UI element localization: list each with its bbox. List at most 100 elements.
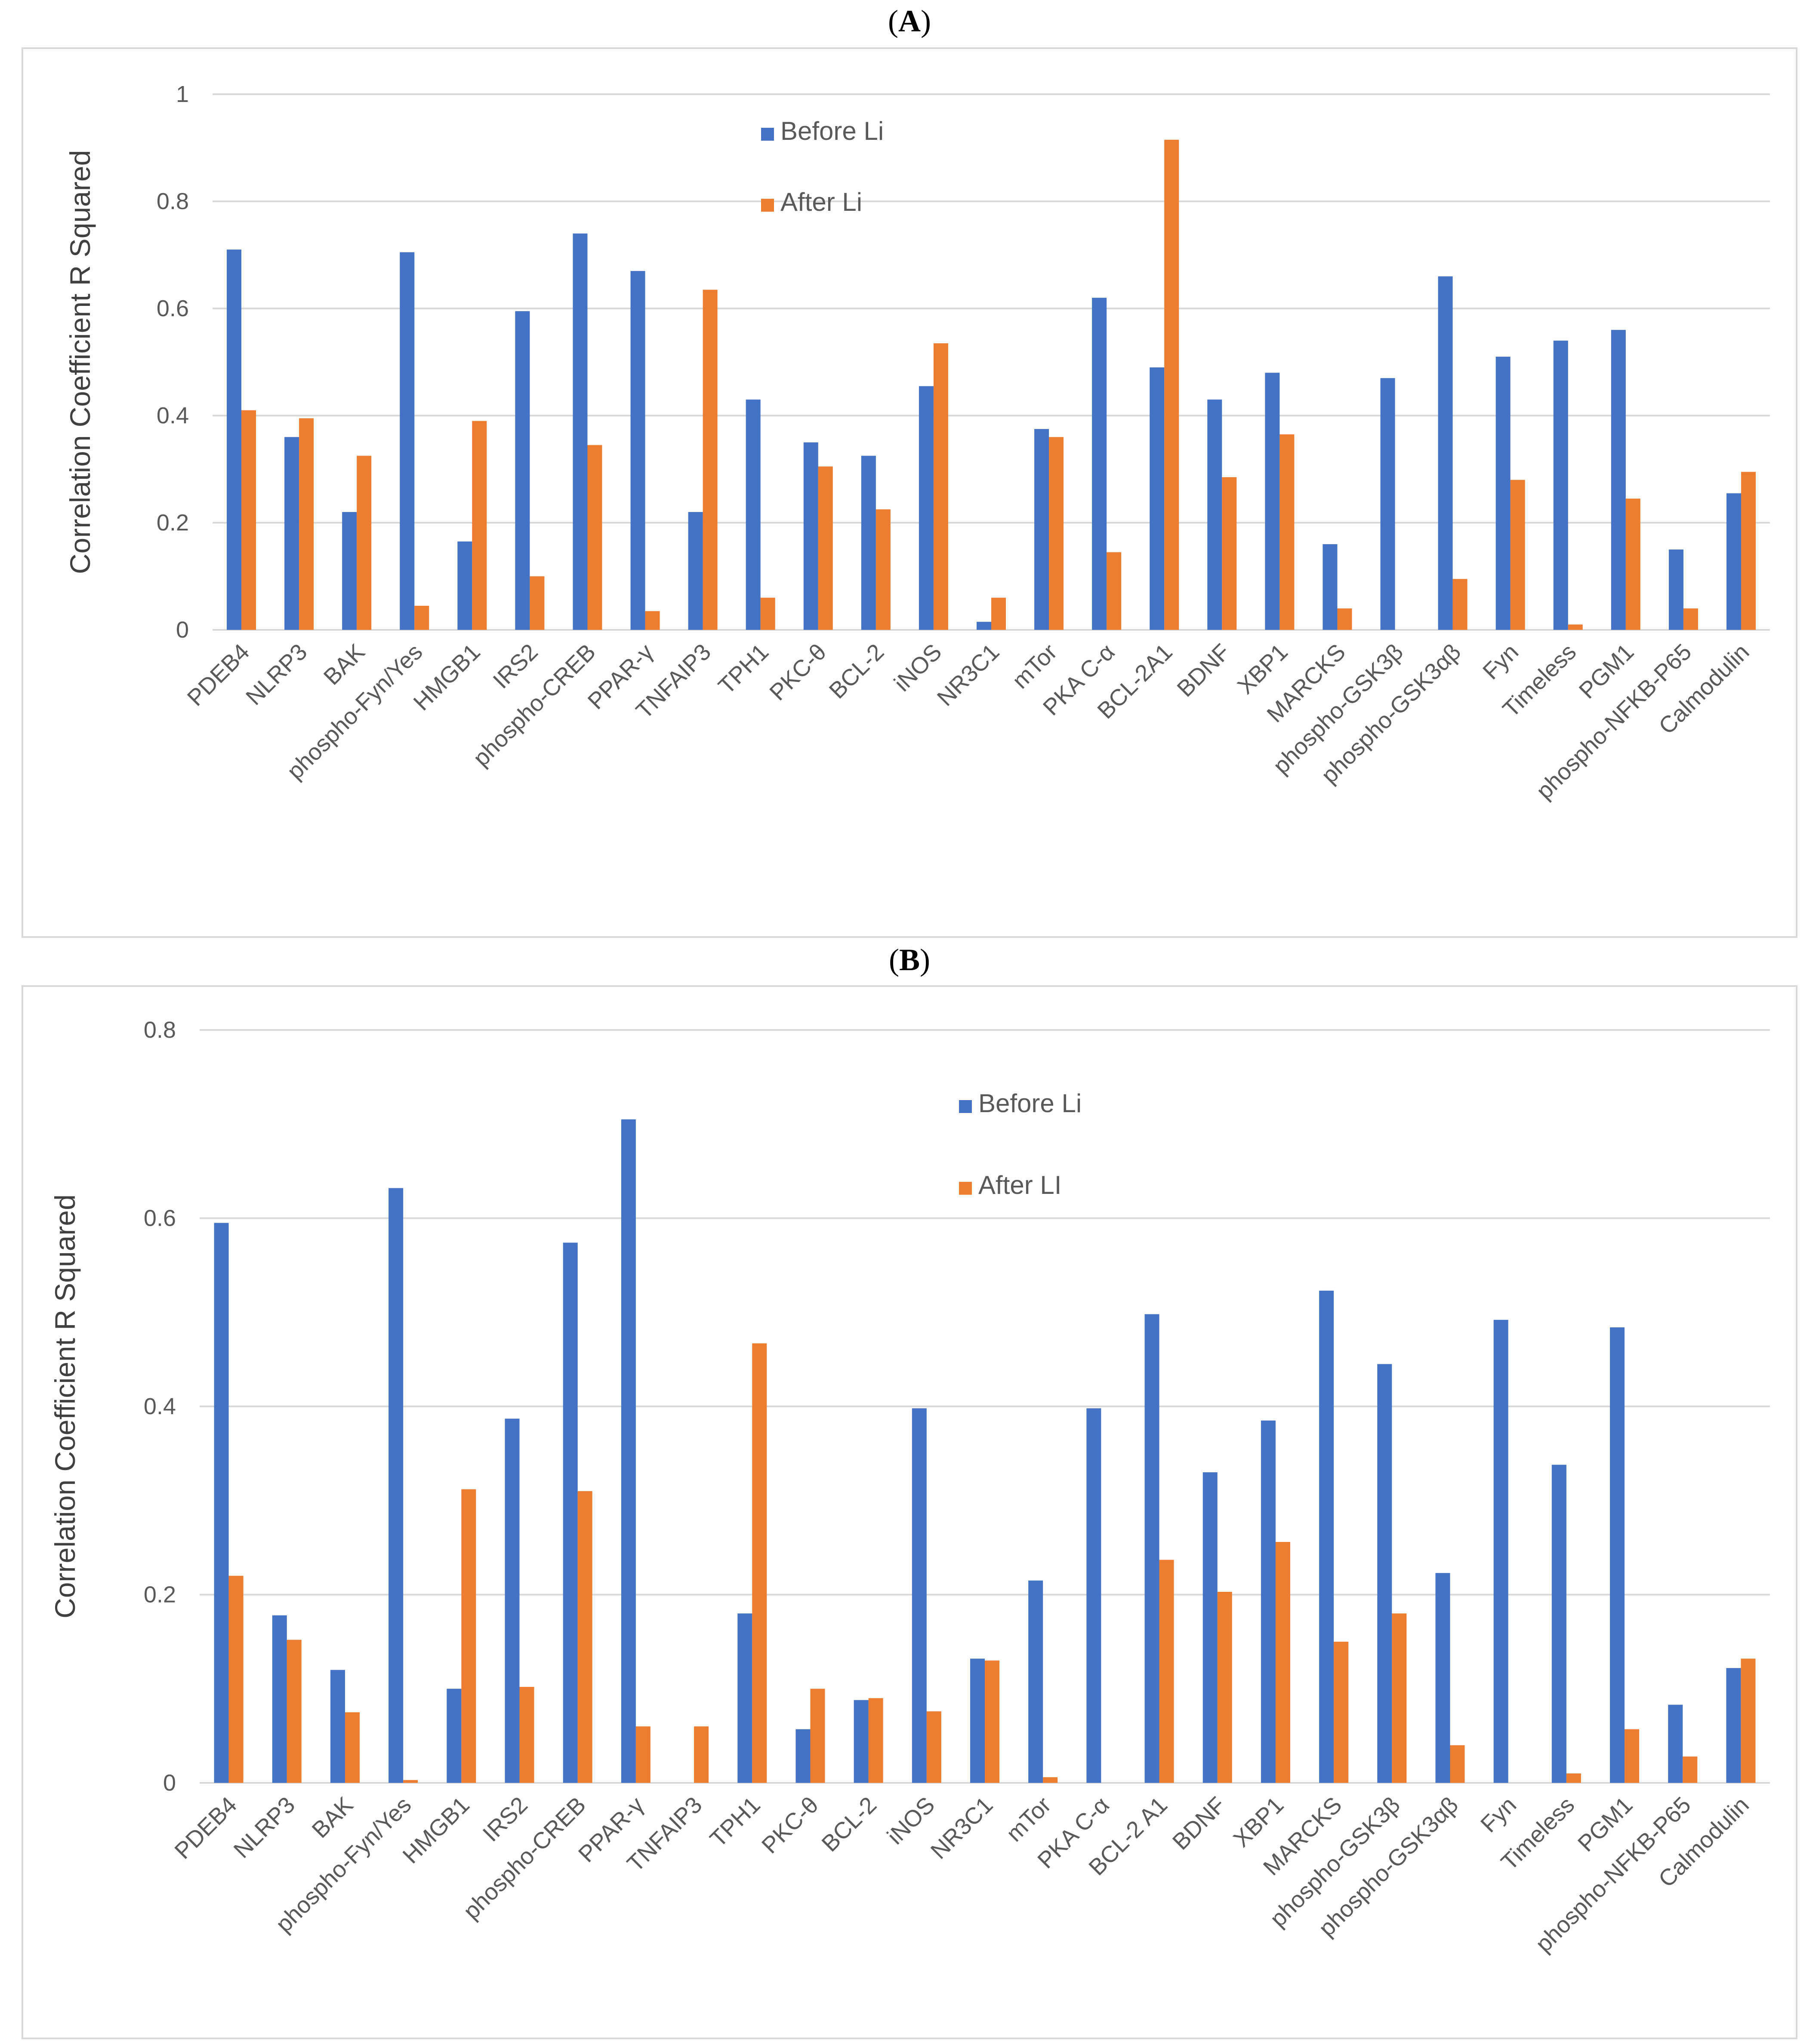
bar-before-li	[1668, 549, 1683, 630]
bar-before-li	[1265, 373, 1280, 630]
y-tick-label: 0	[163, 1770, 176, 1796]
bar-before-li	[1092, 298, 1107, 630]
bar-before-li	[330, 1670, 345, 1783]
bar-after-li	[587, 445, 602, 630]
bar-after-li	[287, 1640, 302, 1783]
x-tick-label: BAK	[319, 639, 370, 690]
x-tick-label: Fyn	[1478, 639, 1523, 684]
bar-after-li	[760, 598, 775, 630]
panel-a-label: A	[898, 4, 921, 38]
bar-before-li	[912, 1408, 927, 1783]
bar-after-li	[461, 1489, 476, 1783]
bar-after-li	[645, 611, 660, 630]
bar-before-li	[388, 1188, 404, 1783]
bar-after-li	[403, 1780, 418, 1783]
panel-b-frame: 0 0.2 0.4 0.6 0.8 Correlation Coefficient R S…	[22, 985, 1797, 2039]
bar-after-li	[1217, 1591, 1232, 1783]
x-tick-label: NR3C1	[926, 1792, 998, 1864]
bar-after-li	[876, 509, 891, 630]
panel-b-label: B	[899, 943, 920, 977]
y-tick-label: 0.2	[157, 510, 189, 536]
bar-before-li	[737, 1613, 752, 1783]
x-tick-label: mTor	[1001, 1792, 1056, 1847]
bar-before-li	[1207, 399, 1222, 630]
bar-before-li	[630, 271, 645, 630]
legend-swatch-before	[959, 1100, 972, 1113]
bar-after-li	[926, 1711, 941, 1783]
bar-after-li	[1279, 434, 1295, 630]
bar-after-li	[1043, 1777, 1058, 1783]
bar-after-li	[635, 1726, 651, 1783]
bar-before-li	[272, 1615, 287, 1783]
y-axis-label: Correlation Coefficient R Squared	[64, 150, 96, 574]
bar-after-li	[1275, 1542, 1290, 1783]
bar-after-li	[985, 1660, 999, 1783]
bar-before-li	[1086, 1408, 1101, 1783]
bar-after-li	[1741, 1659, 1756, 1783]
bar-before-li	[1377, 1364, 1392, 1783]
bar-before-li	[1323, 544, 1338, 630]
bar-after-li	[241, 410, 256, 630]
bar-before-li	[1028, 1580, 1043, 1783]
x-tick-label: PKC-θ	[765, 639, 831, 706]
bar-after-li	[1337, 608, 1352, 630]
bar-after-li	[1510, 480, 1525, 630]
x-tick-label: BCL-2	[824, 639, 889, 704]
bar-before-li	[447, 1689, 462, 1783]
x-tick-label: NLRP3	[229, 1792, 300, 1863]
bar-before-li	[621, 1119, 636, 1783]
bar-before-li	[1380, 378, 1395, 630]
y-tick-label: 0.6	[144, 1205, 176, 1231]
bar-before-li	[573, 233, 588, 630]
bar-before-li	[1611, 330, 1626, 630]
bar-before-li	[1261, 1420, 1276, 1783]
bar-before-li	[227, 250, 242, 630]
bar-before-li	[1553, 340, 1568, 630]
y-tick-label: 0.4	[157, 403, 189, 429]
x-tick-label: mTor	[1007, 639, 1062, 694]
bar-before-li	[1726, 1668, 1741, 1783]
bar-before-li	[1495, 357, 1511, 630]
legend-swatch-after	[959, 1182, 972, 1195]
bar-after-li	[694, 1726, 709, 1783]
bar-before-li	[1435, 1573, 1450, 1783]
bar-after-li	[933, 343, 948, 630]
bar-before-li	[1551, 1464, 1566, 1783]
x-tick-label: IRS2	[478, 1792, 533, 1847]
bar-before-li	[1150, 367, 1165, 630]
bar-before-li	[1726, 493, 1741, 630]
chart-a: 0 0.2 0.4 0.6 0.8 1 Correlation Coefficient R …	[64, 81, 1770, 804]
y-tick-label: 0.4	[144, 1393, 176, 1419]
bar-before-li	[1202, 1472, 1218, 1783]
bar-after-li	[1683, 608, 1698, 630]
x-tick-label: PDEB4	[182, 639, 255, 711]
bar-before-li	[1438, 276, 1453, 630]
bar-after-li	[1741, 472, 1756, 630]
bar-before-li	[1610, 1327, 1625, 1783]
y-tick-label: 0	[176, 617, 189, 643]
bar-before-li	[861, 456, 876, 630]
legend-label-after: After LI	[978, 1171, 1061, 1199]
legend-label-after: After Li	[780, 188, 862, 216]
x-tick-label: PKC-θ	[757, 1792, 823, 1859]
bar-after-li	[357, 456, 372, 630]
bar-before-li	[795, 1729, 811, 1783]
bar-before-li	[1034, 429, 1049, 630]
legend-swatch-after	[761, 199, 774, 212]
bar-before-li	[342, 512, 357, 630]
bar-before-li	[563, 1242, 578, 1783]
bar-after-li	[1164, 139, 1179, 630]
bar-after-li	[752, 1343, 767, 1783]
x-tick-label: PDEB4	[170, 1792, 242, 1864]
bar-before-li	[919, 386, 934, 630]
bar-before-li	[970, 1659, 985, 1783]
x-tick-label: BCL-2	[817, 1792, 882, 1857]
bar-after-li	[703, 290, 718, 630]
bar-after-li	[991, 598, 1006, 630]
bar-after-li	[414, 605, 429, 630]
bar-after-li	[1159, 1560, 1174, 1783]
y-axis-label: Correlation Coefficient R Squared	[49, 1194, 81, 1619]
bar-after-li	[530, 576, 545, 630]
y-tick-label: 0.6	[157, 296, 189, 321]
bar-before-li	[746, 399, 761, 630]
